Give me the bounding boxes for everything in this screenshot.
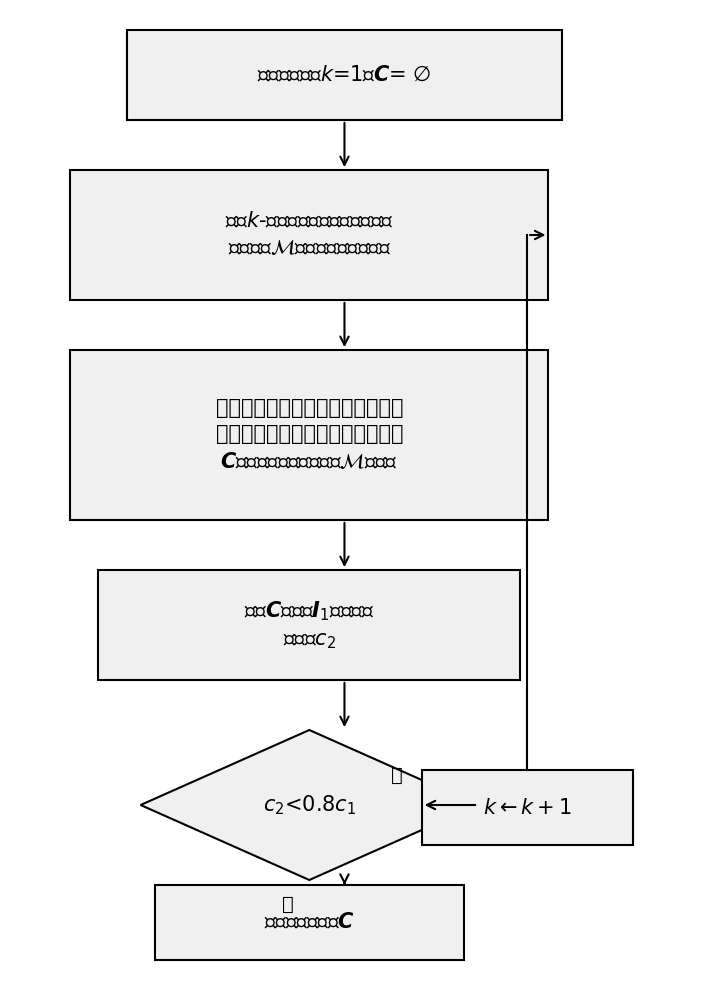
Text: 参数初始化：$k$=1，$\boldsymbol{C}$= ∅: 参数初始化：$k$=1，$\boldsymbol{C}$= ∅ xyxy=(257,65,432,85)
FancyBboxPatch shape xyxy=(70,350,548,520)
Text: 输出控制点集合$\boldsymbol{C}$: 输出控制点集合$\boldsymbol{C}$ xyxy=(264,912,354,933)
Text: $c_{2}$<0.8$c_{1}$: $c_{2}$<0.8$c_{1}$ xyxy=(263,793,356,817)
Polygon shape xyxy=(141,730,478,880)
Text: $k \leftarrow k+1$: $k \leftarrow k+1$ xyxy=(483,798,572,818)
Text: 是: 是 xyxy=(392,766,403,785)
FancyBboxPatch shape xyxy=(70,170,548,300)
FancyBboxPatch shape xyxy=(98,570,520,680)
FancyBboxPatch shape xyxy=(127,30,562,120)
FancyBboxPatch shape xyxy=(422,770,633,845)
Text: 否: 否 xyxy=(283,895,294,914)
Text: 将各聚类中距离相应聚类中心最近
的匹配特征点加入光流控制点集合
$\boldsymbol{C}$，并将该匹配特征点从$\mathcal{M}$中删除: 将各聚类中距离相应聚类中心最近 的匹配特征点加入光流控制点集合 $\boldsy… xyxy=(216,398,403,472)
FancyBboxPatch shape xyxy=(155,885,464,960)
Text: 利用$k$-均值方法，根据特征点的图
像坐标对$\mathcal{M}$中的特征点进行聚类: 利用$k$-均值方法，根据特征点的图 像坐标对$\mathcal{M}$中的特征… xyxy=(225,212,394,258)
Text: 计算$\boldsymbol{C}$在图像$\boldsymbol{I}_{1}$上的特征
覆盖率$c_{2}$: 计算$\boldsymbol{C}$在图像$\boldsymbol{I}_{1}… xyxy=(244,599,375,651)
